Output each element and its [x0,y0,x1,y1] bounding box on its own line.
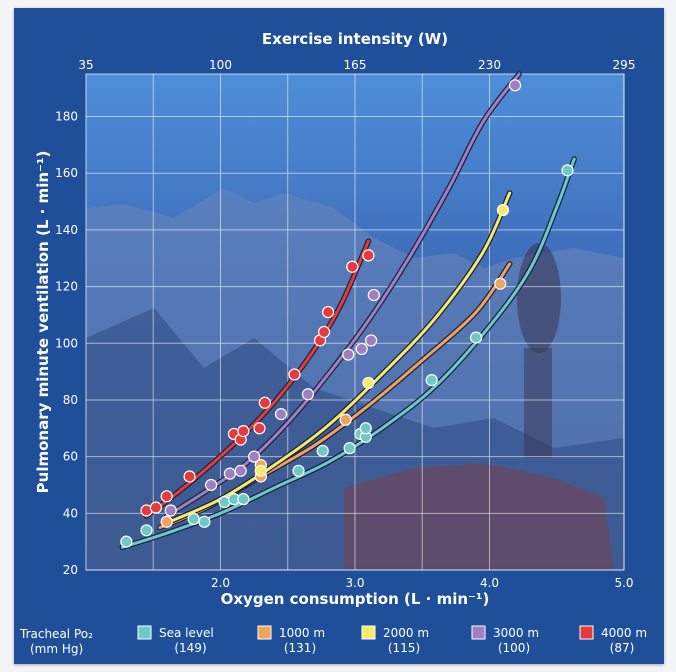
data-point-4000-m [253,422,266,435]
x-tick-label: 2.0 [211,576,230,590]
data-point-sea-level [198,515,211,528]
top-tick-label: 230 [478,58,501,72]
legend-swatch-4000-m [579,625,594,640]
top-tick-label: 100 [209,58,232,72]
data-point-4000-m [237,425,250,438]
top-axis-ticks: 35 100 165 230 295 [78,58,635,72]
data-point-3000-m [355,342,368,356]
data-point-3000-m [365,334,378,347]
curve-sea-level [120,157,576,549]
data-point-sea-level [359,422,372,435]
data-point-sea-level [292,464,305,477]
data-point-4000-m [288,368,301,381]
top-axis-title: Exercise intensity (W) [262,30,448,48]
legend-title: Tracheal Po₂ [19,627,93,641]
plot-frame [85,73,625,571]
y-tick-label: 100 [55,336,78,350]
data-point-3000-m [367,288,380,302]
data-point-4000-m [317,325,331,339]
data-point-4000-m [346,260,359,273]
data-point-3000-m [204,478,218,492]
legend-label-2000-m: 2000 m [383,626,429,640]
data-point-3000-m [274,408,288,421]
data-point-2000-m [496,203,510,217]
chart-svg: 20 40 60 80 100 120 140 160 180 2.0 3.0 4.0 5.0 35 1… [19,30,647,656]
legend-sublabel-4000-m: (87) [610,641,635,655]
x-axis-title: Oxygen consumption (L · min⁻¹) [221,590,490,608]
data-point-4000-m [258,396,271,409]
x-axis-ticks: 2.0 3.0 4.0 5.0 [211,576,634,590]
background-hiker [517,243,561,353]
legend: Tracheal Po₂ (mm Hg) Sea level(149) 1000 … [19,625,647,656]
x-tick-label: 3.0 [345,576,364,590]
legend-label-4000-m: 4000 m [601,626,647,640]
data-point-1000-m [160,515,173,528]
legend-label-1000-m: 1000 m [279,626,325,640]
data-point-3000-m [301,388,315,401]
y-tick-label: 20 [63,563,78,577]
x-tick-label: 4.0 [480,576,499,590]
data-point-4000-m [362,249,375,262]
data-point-sea-level [140,524,153,537]
y-axis-title: Pulmonary minute ventilation (L · min⁻¹) [34,151,52,494]
legend-swatch-1000-m [257,625,272,640]
legend-swatch-2000-m [361,625,376,640]
legend-swatch-3000-m [471,625,486,640]
top-tick-label: 35 [78,58,93,72]
data-point-sea-level [187,512,200,526]
legend-sublabel-3000-m: (100) [498,641,530,655]
x-tick-label: 5.0 [614,576,633,590]
data-point-sea-level [469,331,483,344]
y-tick-label: 160 [55,166,78,180]
data-point-sea-level [425,374,438,387]
data-point-sea-level [561,164,574,177]
top-tick-label: 165 [344,58,367,72]
data-point-3000-m [508,79,522,92]
data-point-sea-level [316,444,329,458]
background-rock [344,463,614,570]
y-tick-label: 180 [55,110,78,124]
data-point-3000-m [234,464,247,477]
top-tick-label: 295 [613,58,636,72]
data-point-sea-level [120,535,133,548]
background-hiker-legs [524,348,552,458]
data-point-3000-m [223,467,237,480]
y-tick-label: 40 [63,506,78,520]
curve-2000-m [167,191,512,524]
y-axis-ticks: 20 40 60 80 100 120 140 160 180 [55,110,78,577]
data-point-sea-level [343,442,356,455]
chart-figure: 20 40 60 80 100 120 140 160 180 2.0 3.0 4.0 5.0 35 1… [14,8,664,664]
legend-title-unit: (mm Hg) [30,642,83,656]
y-tick-label: 60 [63,450,78,464]
legend-label-sea-level: Sea level [159,626,214,640]
data-point-4000-m [322,305,335,319]
y-tick-label: 80 [63,393,78,407]
legend-label-3000-m: 3000 m [493,626,539,640]
curve-4000-m [145,239,370,518]
data-point-2000-m [254,464,267,477]
legend-sublabel-1000-m: (131) [284,641,316,655]
y-tick-label: 120 [55,280,78,294]
legend-sublabel-2000-m: (115) [388,641,420,655]
data-point-3000-m [248,450,261,463]
data-point-3000-m [342,348,355,361]
data-point-3000-m [164,504,177,517]
data-point-1000-m [339,413,352,426]
data-point-4000-m [149,501,163,514]
data-point-2000-m [362,376,375,390]
data-point-4000-m [183,470,196,483]
data-point-1000-m [494,277,507,290]
legend-sublabel-sea-level: (149) [174,641,206,655]
legend-swatch-sea-level [137,625,152,640]
y-tick-label: 140 [55,223,78,237]
data-points [120,79,574,548]
data-point-sea-level [237,493,250,506]
data-point-4000-m [160,490,173,503]
